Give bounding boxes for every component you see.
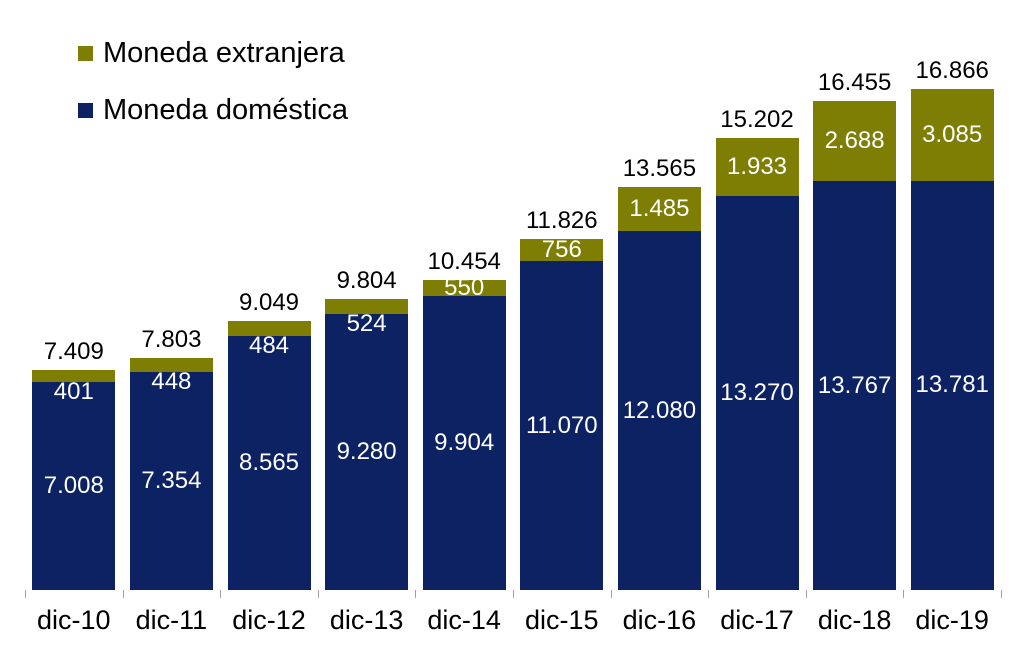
segment-label-domestic: 9.280 (336, 438, 397, 466)
bar-segment-foreign (227, 321, 311, 336)
total-label: 9.049 (238, 289, 300, 317)
segment-label-domestic: 7.008 (43, 471, 104, 499)
bar-segment-domestic (227, 335, 311, 590)
axis-tick (513, 590, 514, 598)
segment-label-foreign: 448 (151, 367, 192, 395)
x-axis-label: dic-17 (720, 605, 794, 635)
bar-segment-foreign (910, 89, 994, 181)
x-axis-label: dic-15 (525, 605, 599, 635)
bar-dic-17 (715, 138, 799, 590)
segment-label-foreign: 401 (53, 377, 94, 405)
bar-segment-foreign (715, 138, 799, 196)
legend-item-moneda-extranjera: Moneda extranjera (78, 36, 345, 69)
total-label: 7.803 (141, 326, 202, 354)
bar-segment-domestic (325, 314, 409, 590)
bar-dic-13 (325, 298, 409, 590)
segment-label-foreign: 550 (444, 273, 485, 301)
bar-segment-foreign (813, 101, 897, 182)
axis-tick (708, 590, 710, 598)
segment-label-foreign: 3.085 (922, 120, 983, 148)
bar-segment-domestic (32, 381, 116, 590)
bar-segment-domestic (715, 195, 799, 590)
segment-label-foreign: 756 (541, 235, 582, 263)
axis-tick (122, 590, 124, 598)
segment-label-domestic: 8.565 (238, 448, 300, 476)
legend-label-domestica: Moneda doméstica (103, 93, 349, 126)
bar-segment-foreign (422, 279, 506, 296)
total-label: 10.454 (427, 247, 501, 275)
x-axis-label: dic-14 (427, 605, 501, 635)
total-label: 16.455 (817, 69, 892, 97)
bar-dic-16 (617, 187, 701, 590)
segment-label-domestic: 13.767 (817, 371, 892, 399)
x-axis-label: dic-13 (329, 605, 404, 635)
bar-segment-domestic (129, 371, 213, 590)
segment-label-domestic: 11.070 (525, 411, 598, 439)
segment-label-domestic: 12.080 (622, 396, 697, 424)
x-axis-label: dic-11 (135, 605, 208, 635)
axis-tick (415, 590, 417, 598)
bar-segment-foreign (129, 358, 213, 372)
bar-dic-12 (227, 321, 311, 590)
bar-dic-15 (520, 238, 604, 590)
legend-swatch-domestica (78, 102, 93, 118)
segment-label-domestic: 9.904 (434, 428, 495, 456)
bar-dic-18 (813, 101, 897, 590)
bar-dic-11 (129, 358, 213, 590)
segment-label-foreign: 1.485 (629, 195, 690, 223)
axis-tick (25, 590, 26, 598)
axis-tick (805, 590, 807, 598)
segment-label-foreign: 484 (248, 331, 290, 359)
bar-segment-foreign (520, 238, 604, 262)
bar-segment-domestic (422, 295, 506, 590)
axis-tick (317, 590, 319, 598)
axis-tick (610, 590, 612, 598)
bar-dic-14 (422, 279, 506, 590)
segment-label-foreign: 2.688 (824, 127, 885, 155)
total-label: 13.565 (622, 155, 697, 183)
bar-dic-19 (910, 89, 994, 590)
x-axis-label: dic-12 (232, 605, 306, 635)
segment-label-domestic: 13.270 (720, 378, 794, 406)
bar-segment-domestic (617, 231, 701, 590)
legend-label-extranjera: Moneda extranjera (103, 36, 345, 69)
total-label: 7.409 (43, 337, 104, 365)
total-label: 9.804 (336, 266, 397, 294)
total-label: 11.826 (525, 206, 598, 234)
segment-label-domestic: 13.781 (915, 371, 989, 399)
total-label: 16.866 (915, 57, 989, 85)
x-axis-label: dic-16 (622, 605, 697, 635)
segment-label-foreign: 1.933 (726, 153, 788, 181)
bar-segment-foreign (325, 298, 409, 315)
bar-segment-foreign (32, 369, 116, 382)
x-axis-label: dic-10 (37, 605, 111, 635)
bar-segment-foreign (617, 187, 701, 232)
bar-segment-domestic (910, 180, 994, 590)
bar-segment-domestic (813, 181, 897, 590)
bar-segment-domestic (520, 261, 604, 590)
axis-tick (220, 590, 222, 598)
legend-item-moneda-domestica: Moneda doméstica (78, 93, 349, 126)
legend-swatch-extranjera (78, 45, 93, 61)
axis-tick (903, 590, 905, 598)
segment-label-foreign: 524 (346, 310, 387, 338)
total-label: 15.202 (720, 106, 794, 134)
x-axis-label: dic-19 (915, 605, 989, 635)
segment-label-domestic: 7.354 (141, 466, 202, 494)
x-axis-label: dic-18 (817, 605, 892, 635)
axis-tick (1001, 590, 1002, 598)
bar-dic-10 (32, 369, 116, 590)
